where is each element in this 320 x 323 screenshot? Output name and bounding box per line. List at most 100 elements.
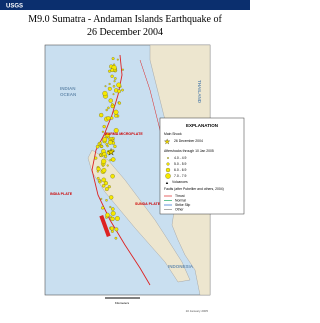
aftershock [101,164,105,167]
legend-box [159,117,245,215]
aftershock [100,145,104,148]
map-label: OCEAN [60,92,76,97]
credit: 10 January 2005 [186,309,209,313]
aftershock [110,157,116,162]
legend: EXPLANATION Main Shock ★ 26 December 200… [159,117,245,215]
aftershock [99,153,102,157]
legend-volcano: ▲ [165,180,169,185]
aftershock [108,69,111,73]
aftershock [110,229,114,233]
logo[interactable]: USGS [6,4,23,10]
aftershock [112,85,116,88]
plate-label: INDIA PLATE [50,192,73,196]
map-page: USGS M9.0 Sumatra - Andaman Islands Eart… [0,0,250,313]
title-line: 26 December 2004 [87,27,163,38]
aftershock [109,205,112,209]
legend-item: Other [175,208,184,212]
plate-label: SUNDA PLATE [135,202,161,206]
title-line: M9.0 Sumatra - Andaman Islands Earthquak… [28,14,222,25]
aftershock [106,164,109,167]
aftershock [113,63,116,66]
aftershock [106,116,111,121]
aftershock [96,166,101,172]
map-label: THAILAND [197,80,202,104]
aftershock [109,195,114,200]
aftershock [113,80,116,83]
legend-item: Thrust [175,194,185,198]
aftershocks [94,57,124,240]
aftershock [105,132,111,138]
aftershock [114,236,118,240]
legend-size-symbol [167,157,169,159]
aftershock [98,141,102,145]
aftershock [112,139,115,142]
aftershock [114,227,119,232]
aftershock [101,177,107,183]
legend-star: ★ [164,138,170,146]
aftershock [111,207,115,211]
aftershock [113,77,117,80]
legend-size-symbol [166,162,170,166]
page: USGS M9.0 Sumatra - Andaman Islands Eart… [0,0,250,313]
rupture-zone [99,214,111,238]
aftershock [107,106,110,110]
aftershock [110,74,114,78]
aftershock [98,179,101,182]
aftershock [113,128,119,133]
legend-item: 7.0 - 7.9 [174,174,187,178]
aftershock [100,197,103,200]
legend-sizes: 4.0 - 4.9 5.0 - 5.9 6.0 - 6.9 7.0 - 7.9 [165,156,187,179]
aftershock [105,212,110,218]
aftershock [112,93,115,96]
aftershock [116,58,119,61]
aftershock [108,82,111,86]
aftershock [101,167,107,173]
aftershock [113,109,119,115]
legend-size-symbol [165,167,171,173]
header-bar [0,0,250,10]
aftershock [104,85,107,88]
aftershock [104,154,108,158]
legend-item: 6.0 - 6.9 [174,168,187,172]
map-label: INDONESIA [168,264,194,269]
aftershock [108,98,113,103]
aftershock [117,89,121,94]
aftershock [101,206,105,210]
aftershock [105,108,108,112]
legend-item: Normal [175,199,186,203]
legend-item: Volcanoes [172,180,188,184]
plate-label: BURMA MICROPLATE [105,132,143,136]
aftershock [113,144,117,149]
main-shock-star: ★ [107,147,115,157]
aftershock [99,112,104,118]
aftershock [105,199,108,202]
aftershock [102,90,108,97]
aftershock [116,82,122,88]
aftershock [110,210,116,216]
scale-label: Kilometers [115,301,130,305]
legend-item: Strike Slip [175,203,190,207]
aftershock [117,101,122,105]
legend-heading: Aftershocks through 10 Jan 2005 [164,149,214,153]
aftershock [101,158,107,164]
aftershock [94,156,98,160]
legend-item: 4.0 - 4.9 [174,156,187,160]
aftershock [110,116,114,120]
aftershock [109,138,112,141]
aftershock [110,173,115,179]
aftershock [102,137,108,142]
aftershock [114,216,120,221]
legend-heading: Faults (after Pubellier and others, 2004… [164,187,224,191]
legend-item: 26 December 2004 [174,139,203,143]
aftershock [101,130,104,133]
aftershock [110,68,115,73]
sumatra [87,149,191,283]
aftershock [104,187,109,192]
legend-size-symbol [165,173,171,179]
aftershock [110,216,115,222]
aftershock [121,88,124,92]
legend-title: EXPLANATION [186,123,218,128]
aftershock [107,185,111,189]
aftershock [109,226,115,231]
